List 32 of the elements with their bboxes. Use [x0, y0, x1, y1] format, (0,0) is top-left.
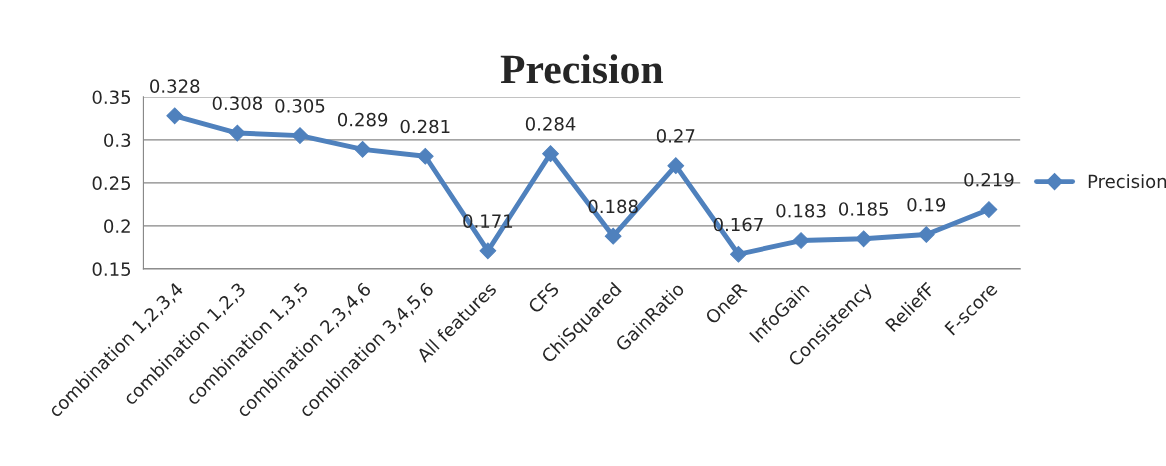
data-label: 0.27 — [656, 129, 695, 143]
point — [166, 107, 184, 125]
y-tick-label: 0.25 — [92, 176, 131, 191]
data-label: 0.328 — [150, 79, 200, 93]
data-label: 0.183 — [776, 203, 826, 218]
data-label: 0.281 — [400, 119, 450, 134]
y-tick-label: 0.3 — [104, 133, 131, 148]
legend-label: Precision — [1088, 174, 1166, 189]
point — [855, 230, 873, 248]
y-tick-label: 0.2 — [104, 219, 130, 234]
point — [479, 242, 497, 260]
point — [291, 127, 309, 144]
y-tick-label: 0.35 — [92, 90, 131, 105]
y-tick-label: 0.15 — [92, 262, 131, 276]
point — [416, 147, 434, 165]
point — [980, 201, 998, 218]
data-label: 0.19 — [907, 197, 946, 212]
point — [667, 157, 685, 175]
data-label: 0.185 — [839, 202, 888, 216]
data-label: 0.308 — [212, 96, 262, 111]
data-label: 0.289 — [337, 112, 388, 127]
point — [792, 232, 810, 249]
point — [604, 227, 622, 245]
point — [228, 124, 246, 142]
point — [542, 145, 559, 163]
data-label: 0.219 — [964, 172, 1014, 187]
chart-title: Precision — [500, 54, 663, 84]
data-label: 0.305 — [275, 99, 325, 113]
point — [917, 226, 935, 243]
point — [730, 245, 747, 263]
point — [354, 141, 371, 158]
data-label: 0.284 — [525, 117, 576, 131]
